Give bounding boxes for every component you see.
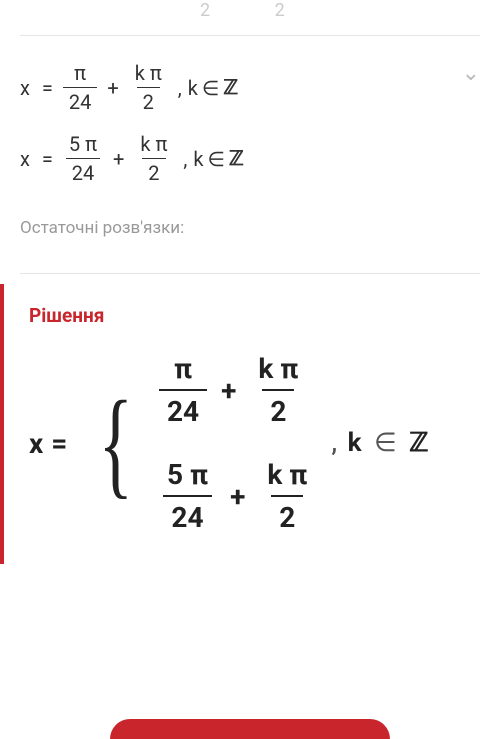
solution-title: Рішення	[29, 304, 480, 327]
plus-sign: +	[107, 76, 118, 100]
fraction-1: 5 π 24	[159, 458, 216, 534]
bottom-action-button[interactable]	[110, 719, 390, 739]
denominator: 24	[163, 495, 211, 534]
denominator: 24	[63, 87, 97, 114]
fraction-2: k π 2	[259, 458, 315, 534]
cases-container: π 24 + k π 2 5 π 24 + k π 2	[153, 352, 321, 534]
final-solutions-label: Остаточні розв'язки:	[0, 213, 500, 258]
solution-block: Рішення x = { π 24 + k π 2 5 π 24	[0, 284, 500, 564]
element-of: ∈	[208, 147, 225, 171]
plus-sign: +	[230, 480, 245, 513]
denominator: 24	[159, 389, 207, 428]
numerator: π	[166, 352, 200, 389]
condition-var: k	[193, 147, 203, 171]
variable-x: x	[29, 427, 43, 460]
plus-sign: +	[113, 147, 124, 171]
element-of: ∈	[202, 76, 219, 100]
element-of: ∈	[374, 428, 397, 458]
numerator: 5 π	[159, 458, 216, 495]
equation-line-1: x = π 24 + k π 2 , k ∈ ℤ	[20, 61, 480, 114]
case-2: 5 π 24 + k π 2	[153, 458, 321, 534]
equals-sign: =	[42, 147, 53, 171]
variable-x: x	[20, 147, 30, 171]
denominator: 2	[271, 495, 303, 534]
fraction-2: k π 2	[134, 132, 173, 185]
chevron-down-icon[interactable]: ⌄	[462, 61, 480, 86]
solution-equation: x = { π 24 + k π 2 5 π 24 +	[29, 352, 480, 534]
equals-sign: =	[51, 427, 67, 460]
denominator: 2	[142, 158, 165, 185]
numerator: π	[68, 61, 92, 87]
fraction-2: k π 2	[250, 352, 306, 428]
section-divider	[20, 273, 480, 274]
equation-line-2: x = 5 π 24 + k π 2 , k ∈ ℤ	[20, 132, 480, 185]
fraction-1: π 24	[159, 352, 207, 428]
numerator: k π	[250, 352, 306, 389]
condition-tail: , k ∈ ℤ	[331, 428, 428, 458]
plus-sign: +	[221, 374, 236, 407]
step-block: ⌄ x = π 24 + k π 2 , k ∈ ℤ x = 5 π 24 + …	[0, 36, 500, 213]
denominator: 2	[262, 389, 294, 428]
numerator: k π	[129, 61, 168, 87]
condition-var: k	[348, 428, 362, 458]
numerator: k π	[259, 458, 315, 495]
numerator: k π	[134, 132, 173, 158]
fraction-1: π 24	[63, 61, 97, 114]
condition-var: k	[188, 76, 198, 100]
denominator: 2	[137, 87, 160, 114]
comma: ,	[331, 428, 337, 458]
numerator: 5 π	[63, 132, 103, 158]
integer-set: ℤ	[229, 146, 244, 171]
fraction-1: 5 π 24	[63, 132, 103, 185]
integer-set: ℤ	[409, 428, 428, 457]
case-1: π 24 + k π 2	[153, 352, 321, 428]
faded-prev-content: 2 2	[0, 0, 500, 20]
fraction-2: k π 2	[129, 61, 168, 114]
left-brace: {	[99, 395, 134, 491]
variable-x: x	[20, 76, 30, 100]
comma: ,	[183, 147, 187, 171]
equals-sign: =	[42, 76, 53, 100]
denominator: 24	[66, 158, 100, 185]
integer-set: ℤ	[223, 75, 238, 100]
comma: ,	[178, 76, 182, 100]
